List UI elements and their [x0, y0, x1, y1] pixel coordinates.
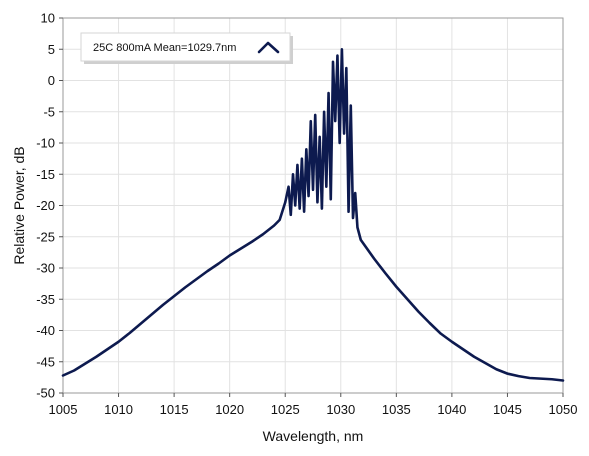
x-tick-label: 1040: [437, 402, 466, 417]
y-tick-label: 5: [48, 42, 55, 57]
y-tick-label: -45: [36, 354, 55, 369]
x-axis-label: Wavelength, nm: [263, 428, 364, 444]
x-tick-label: 1010: [104, 402, 133, 417]
axis-ticks: 1005 1010 1015 1020 1025 1030 1035 1040 1045 1050…: [36, 11, 577, 418]
x-tick-label: 1005: [49, 402, 78, 417]
y-tick-label: -40: [36, 323, 55, 338]
y-tick-label: -50: [36, 386, 55, 401]
x-tick-label: 1045: [493, 402, 522, 417]
legend-label: 25C 800mA Mean=1029.7nm: [93, 42, 236, 54]
legend-line-swatch: [257, 41, 280, 54]
y-tick-label: -30: [36, 261, 55, 276]
grid: [62, 17, 564, 394]
y-tick-label: 10: [41, 11, 55, 26]
y-axis-label: Relative Power, dB: [11, 146, 27, 264]
x-tick-label: 1025: [271, 402, 300, 417]
x-tick-label: 1030: [326, 402, 355, 417]
y-tick-label: -35: [36, 292, 55, 307]
series-line: [61, 47, 565, 382]
y-tick-label: -20: [36, 198, 55, 213]
y-tick-label: -5: [43, 104, 55, 119]
x-tick-label: 1035: [382, 402, 411, 417]
y-tick-label: -15: [36, 167, 55, 182]
x-tick-label: 1050: [549, 402, 578, 417]
legend-box: [80, 32, 291, 62]
y-tick-label: -25: [36, 229, 55, 244]
y-tick-label: -10: [36, 136, 55, 151]
x-tick-label: 1015: [160, 402, 189, 417]
x-tick-label: 1020: [215, 402, 244, 417]
legend[interactable]: 25C 800mA Mean=1029.7nm: [80, 32, 293, 64]
y-tick-label: 0: [48, 73, 55, 88]
